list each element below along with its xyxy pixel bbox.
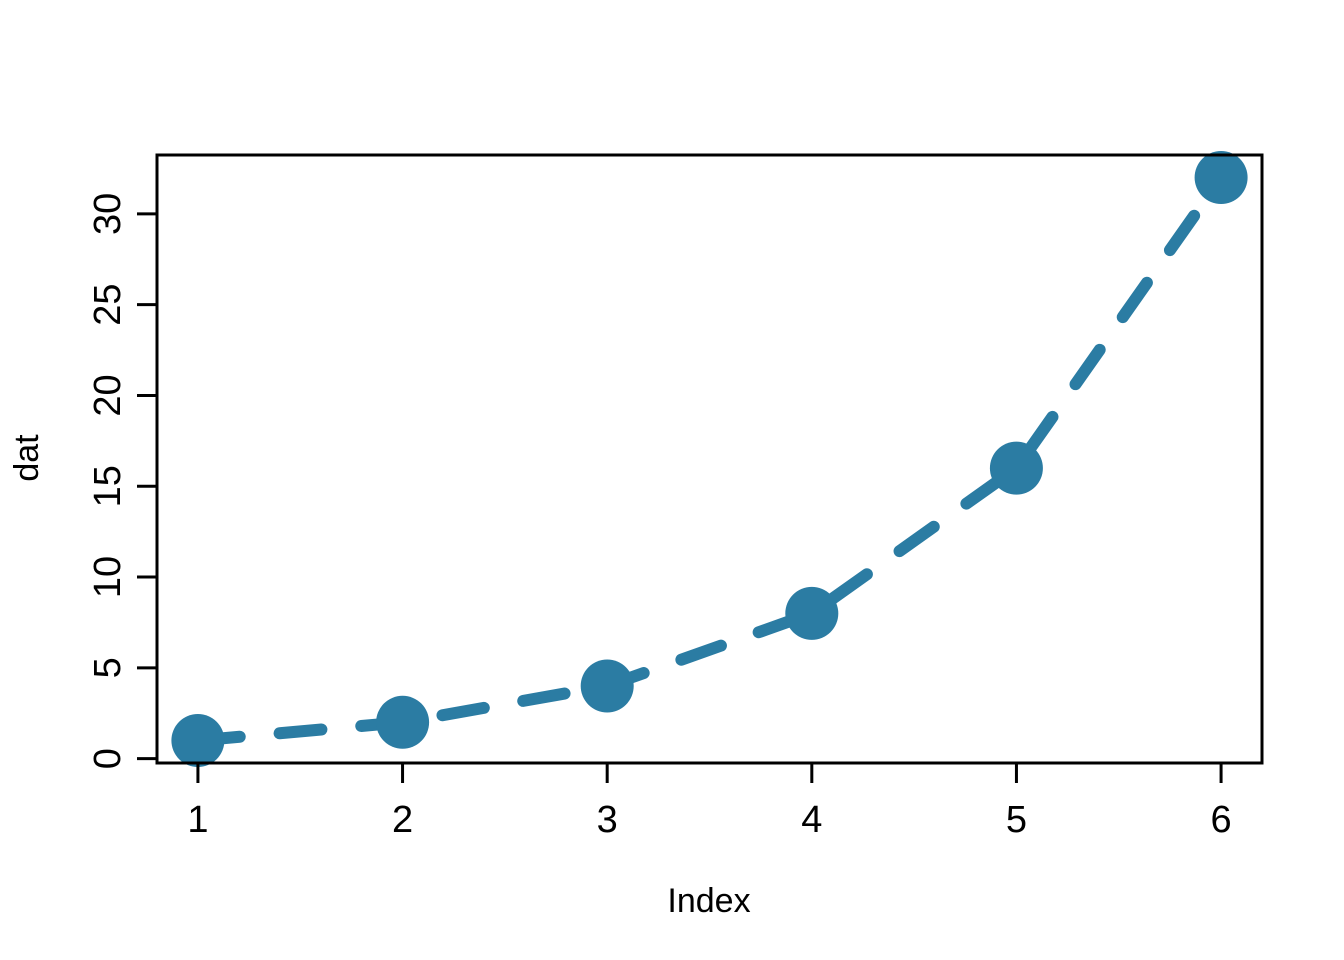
y-axis-title: dat xyxy=(8,434,46,482)
data-point-4 xyxy=(785,586,839,640)
series-line xyxy=(191,171,1228,747)
data-point-3 xyxy=(580,659,634,713)
plot-border xyxy=(155,153,1264,765)
x-tick-label: 6 xyxy=(1211,799,1232,841)
y-tick-label: 5 xyxy=(87,657,129,678)
data-point-6 xyxy=(1194,151,1248,204)
data-point-2 xyxy=(376,695,430,749)
data-point-1 xyxy=(171,714,225,767)
x-tick-label: 4 xyxy=(801,799,822,841)
data-point-5 xyxy=(989,441,1043,495)
x-axis: 1 2 3 4 5 6 xyxy=(187,763,1232,841)
y-tick-label: 25 xyxy=(87,283,129,325)
x-tick-label: 2 xyxy=(392,799,413,841)
y-tick-label: 0 xyxy=(87,748,129,769)
y-axis: 0 5 10 15 20 25 30 xyxy=(87,193,157,769)
x-tick-label: 3 xyxy=(597,799,618,841)
plot-box xyxy=(155,153,1264,765)
data-series xyxy=(171,151,1248,767)
y-tick-label: 10 xyxy=(87,556,129,598)
x-tick-label: 5 xyxy=(1006,799,1027,841)
x-axis-title: Index xyxy=(667,882,750,920)
y-tick-label: 15 xyxy=(87,465,129,507)
y-tick-label: 30 xyxy=(87,193,129,235)
y-tick-label: 20 xyxy=(87,374,129,416)
x-tick-label: 1 xyxy=(187,799,208,841)
